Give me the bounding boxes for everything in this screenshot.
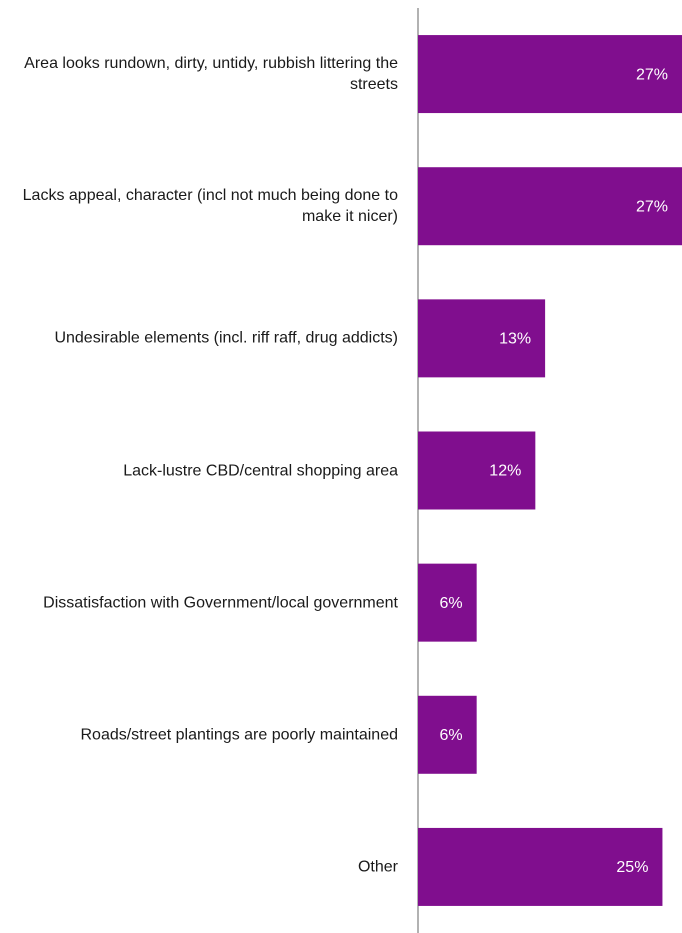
category-label: Other <box>357 858 398 876</box>
value-label: 13% <box>499 331 531 348</box>
category-label: Undesirable elements (incl. riff raff, d… <box>54 329 398 347</box>
category-label: Lack-lustre CBD/central shopping area <box>123 462 398 479</box>
value-label: 27% <box>636 198 668 215</box>
bar <box>418 695 477 774</box>
value-label: 6% <box>440 727 463 744</box>
bar <box>418 299 546 378</box>
category-label: Lacks appeal, character (incl not much b… <box>22 187 398 226</box>
value-label: 25% <box>616 859 648 876</box>
value-label: 6% <box>440 595 463 612</box>
category-label: Roads/street plantings are poorly mainta… <box>80 726 398 744</box>
category-label: Area looks rundown, dirty, untidy, rubbi… <box>24 55 398 94</box>
bar <box>418 563 477 642</box>
bar <box>418 827 663 906</box>
bar <box>418 167 682 246</box>
value-label: 12% <box>489 463 521 480</box>
bar <box>418 35 682 114</box>
category-label: Dissatisfaction with Government/local go… <box>43 594 398 612</box>
value-label: 27% <box>636 66 668 83</box>
bar <box>418 431 536 510</box>
